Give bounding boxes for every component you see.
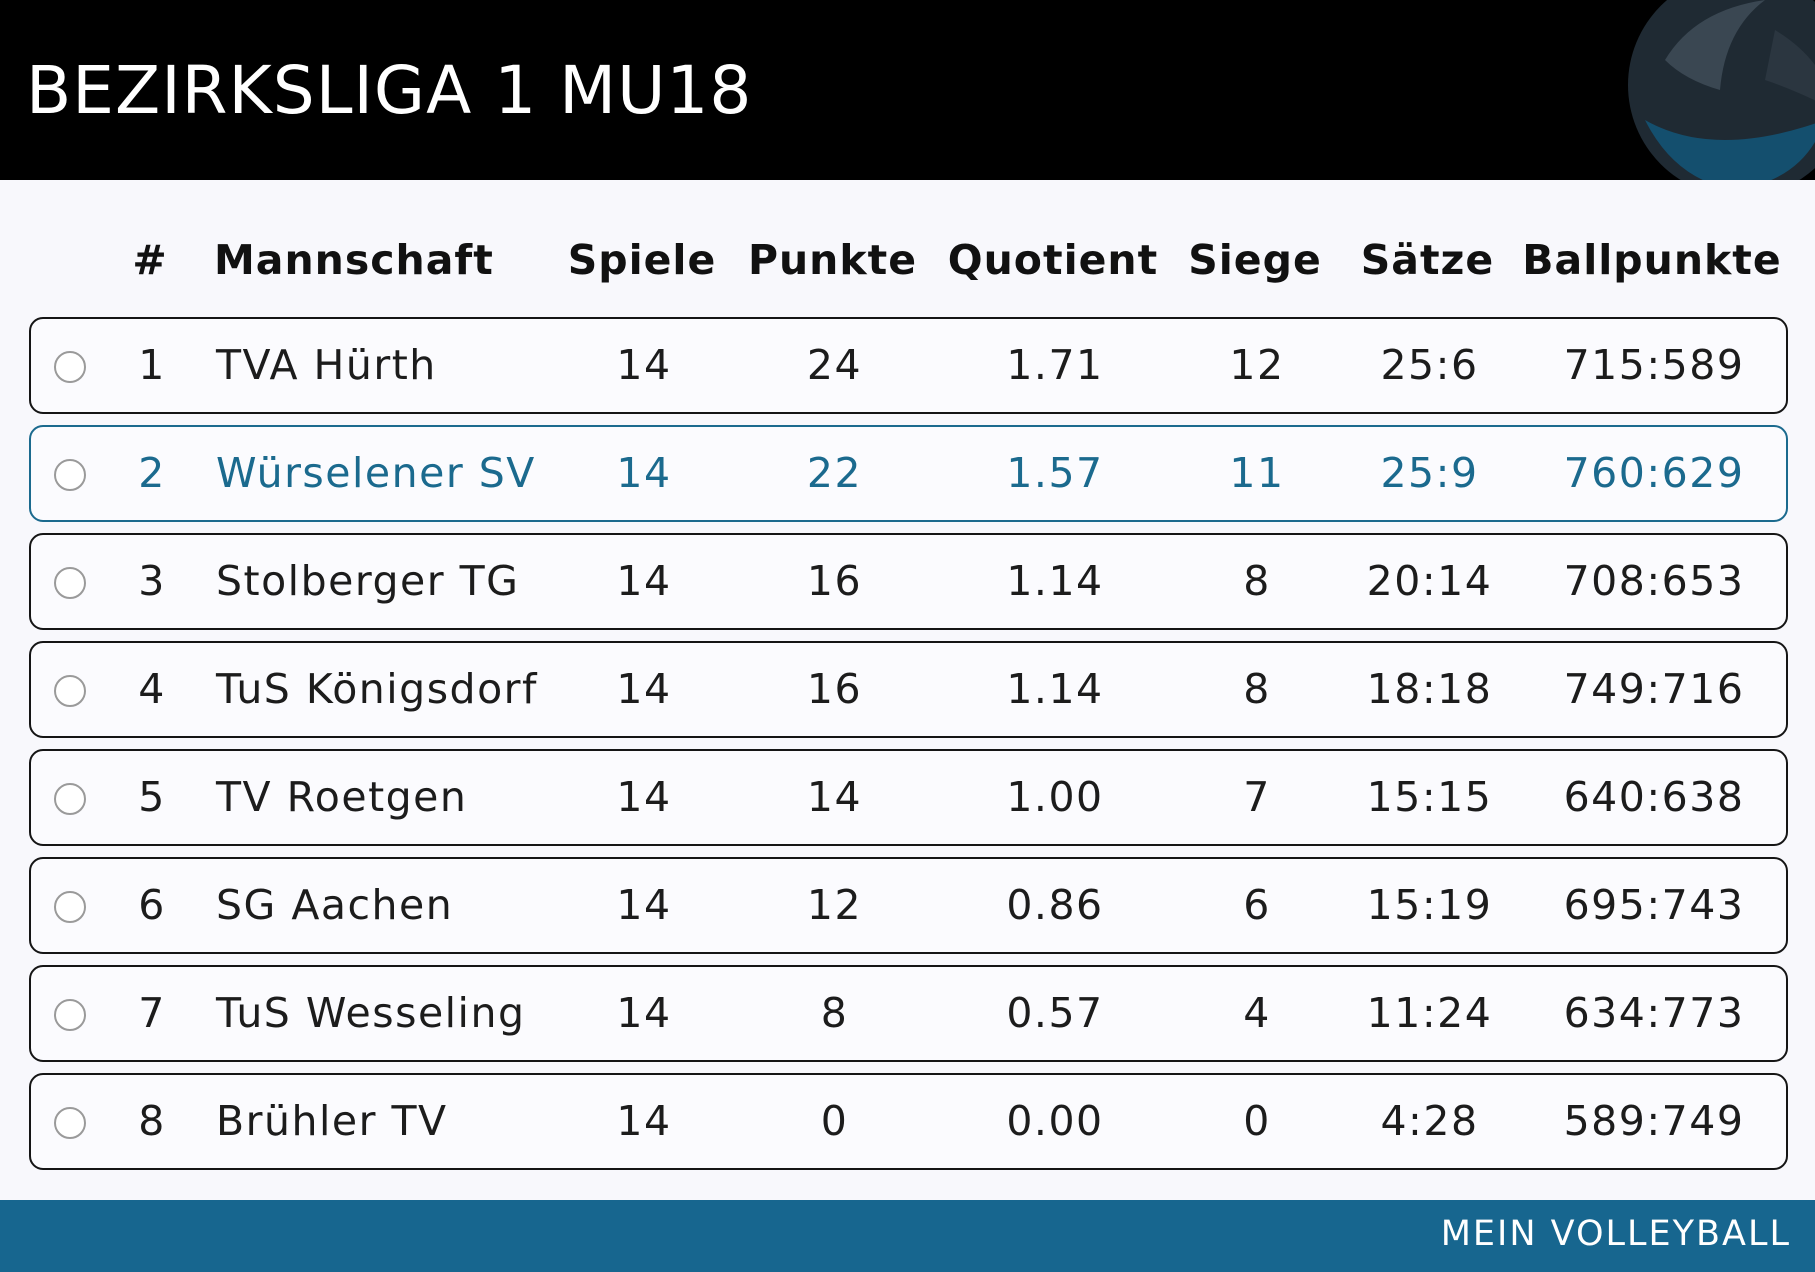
sets-cell: 11:24 [1366,989,1493,1037]
table-row-highlighted[interactable]: 2 Würselener SV 14 22 1.57 11 25:9 760:6… [29,425,1788,522]
wins-cell: 11 [1229,449,1285,497]
column-header-sets: Sätze [1360,236,1495,284]
sets-cell: 25:6 [1380,341,1479,389]
column-header-rank: # [132,236,168,284]
wins-cell: 4 [1243,989,1271,1037]
column-header-team: Mannschaft [214,236,494,284]
table-row[interactable]: 8 Brühler TV 14 0 0.00 0 4:28 589:749 [29,1073,1788,1170]
games-cell: 14 [616,665,672,713]
team-cell: Würselener SV [216,449,536,497]
team-cell: TVA Hürth [216,341,437,389]
table-row[interactable]: 1 TVA Hürth 14 24 1.71 12 25:6 715:589 [29,317,1788,414]
app-header: BEZIRKSLIGA 1 MU18 [0,0,1815,180]
team-cell: TuS Königsdorf [216,665,538,713]
games-cell: 14 [616,773,672,821]
footer-label[interactable]: MEIN VOLLEYBALL [1440,1214,1791,1254]
row-radio[interactable] [54,351,86,383]
quotient-cell: 0.00 [1006,1097,1104,1145]
points-cell: 16 [806,557,863,605]
team-cell: Brühler TV [216,1097,448,1145]
table-row[interactable]: 7 TuS Wesseling 14 8 0.57 4 11:24 634:77… [29,965,1788,1062]
app-footer: MEIN VOLLEYBALL [0,1200,1815,1272]
quotient-cell: 0.86 [1006,881,1104,929]
row-radio[interactable] [54,675,86,707]
sets-cell: 4:28 [1380,1097,1479,1145]
games-cell: 14 [616,557,672,605]
games-cell: 14 [616,341,672,389]
row-radio[interactable] [54,1107,86,1139]
sets-cell: 25:9 [1380,449,1479,497]
quotient-cell: 0.57 [1006,989,1104,1037]
points-cell: 0 [820,1097,849,1145]
column-header-ballpoints: Ballpunkte [1522,236,1782,284]
sets-cell: 18:18 [1366,665,1493,713]
rank-cell: 3 [138,557,166,605]
column-header-quotient: Quotient [947,236,1159,284]
column-header-games: Spiele [567,236,717,284]
table-row[interactable]: 6 SG Aachen 14 12 0.86 6 15:19 695:743 [29,857,1788,954]
wins-cell: 8 [1243,557,1271,605]
rank-cell: 5 [138,773,166,821]
team-cell: TuS Wesseling [216,989,526,1037]
row-radio[interactable] [54,459,86,491]
rank-cell: 2 [138,449,166,497]
games-cell: 14 [616,881,672,929]
team-cell: SG Aachen [216,881,454,929]
wins-cell: 12 [1229,341,1285,389]
quotient-cell: 1.71 [1006,341,1104,389]
wins-cell: 7 [1243,773,1271,821]
quotient-cell: 1.14 [1006,665,1104,713]
table-row[interactable]: 4 TuS Königsdorf 14 16 1.14 8 18:18 749:… [29,641,1788,738]
ballpoints-cell: 715:589 [1563,341,1745,389]
ballpoints-cell: 634:773 [1563,989,1745,1037]
table-row[interactable]: 3 Stolberger TG 14 16 1.14 8 20:14 708:6… [29,533,1788,630]
ballpoints-cell: 749:716 [1563,665,1745,713]
ballpoints-cell: 589:749 [1563,1097,1745,1145]
page-title: BEZIRKSLIGA 1 MU18 [26,52,753,129]
rank-cell: 4 [138,665,166,713]
points-cell: 24 [806,341,863,389]
team-cell: Stolberger TG [216,557,520,605]
column-header-points: Punkte [747,236,918,284]
points-cell: 16 [806,665,863,713]
quotient-cell: 1.14 [1006,557,1104,605]
row-radio[interactable] [54,567,86,599]
ballpoints-cell: 708:653 [1563,557,1745,605]
row-radio[interactable] [54,783,86,815]
games-cell: 14 [616,449,672,497]
points-cell: 12 [806,881,863,929]
sets-cell: 20:14 [1366,557,1493,605]
wins-cell: 0 [1243,1097,1271,1145]
ballpoints-cell: 640:638 [1563,773,1745,821]
rank-cell: 6 [138,881,166,929]
points-cell: 14 [806,773,863,821]
row-radio[interactable] [54,999,86,1031]
rank-cell: 8 [138,1097,166,1145]
games-cell: 14 [616,1097,672,1145]
quotient-cell: 1.00 [1006,773,1104,821]
rank-cell: 1 [138,341,166,389]
quotient-cell: 1.57 [1006,449,1104,497]
rank-cell: 7 [138,989,166,1037]
row-radio[interactable] [54,891,86,923]
table-row[interactable]: 5 TV Roetgen 14 14 1.00 7 15:15 640:638 [29,749,1788,846]
games-cell: 14 [616,989,672,1037]
ballpoints-cell: 760:629 [1563,449,1745,497]
sets-cell: 15:19 [1366,881,1493,929]
points-cell: 8 [820,989,849,1037]
ballpoints-cell: 695:743 [1563,881,1745,929]
sets-cell: 15:15 [1366,773,1493,821]
wins-cell: 8 [1243,665,1271,713]
volleyball-icon [1628,0,1815,180]
column-header-wins: Siege [1188,236,1322,284]
wins-cell: 6 [1243,881,1271,929]
points-cell: 22 [806,449,863,497]
team-cell: TV Roetgen [216,773,468,821]
